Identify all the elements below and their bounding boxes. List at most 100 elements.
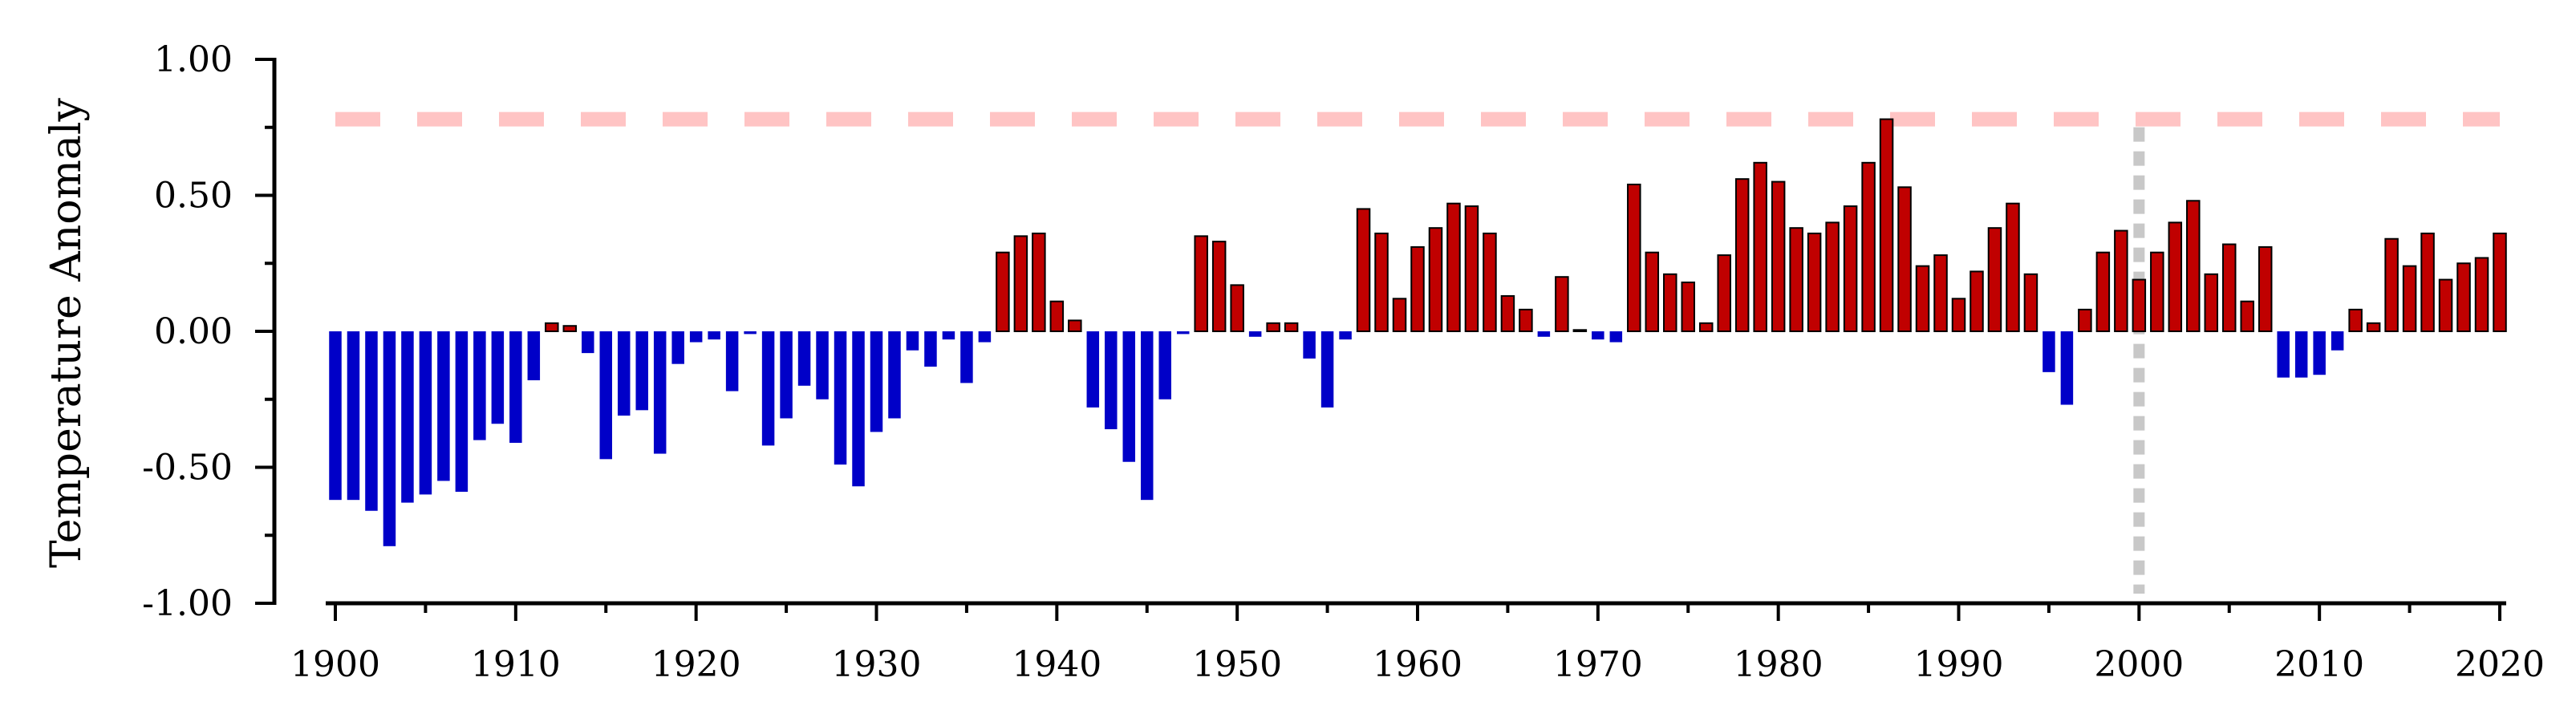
- bar-2001: [2150, 251, 2164, 332]
- bars: [329, 118, 2507, 546]
- bar-2010: [2313, 331, 2326, 375]
- y-tick-label: 1.00: [154, 39, 233, 80]
- bar-1968: [1555, 276, 1569, 333]
- bar-2008: [2277, 331, 2290, 378]
- bar-1916: [617, 331, 631, 416]
- bar-1936: [978, 331, 992, 343]
- bar-1976: [1698, 322, 1714, 332]
- bar-1999: [2114, 229, 2128, 333]
- x-tick-label: 1920: [651, 644, 741, 685]
- x-tick-label: 1970: [1553, 644, 1643, 685]
- x-tick-label: 1980: [1734, 644, 1823, 685]
- bar-1950: [1230, 284, 1244, 332]
- x-tick-label: 2010: [2274, 644, 2364, 685]
- x-tick-label: 1990: [1914, 644, 2004, 685]
- bar-1937: [996, 251, 1010, 332]
- bar-1967: [1537, 331, 1551, 337]
- bar-1927: [816, 331, 829, 400]
- bar-2018: [2456, 262, 2471, 332]
- x-tick-label: 1910: [471, 644, 561, 685]
- bar-1920: [689, 331, 703, 343]
- bar-1974: [1663, 273, 1677, 332]
- bar-1940: [1049, 300, 1065, 332]
- bar-1922: [725, 331, 739, 391]
- bar-2009: [2294, 331, 2308, 378]
- bar-1939: [1032, 232, 1046, 332]
- bar-1919: [671, 331, 684, 364]
- bar-1947: [1176, 331, 1190, 335]
- bar-1921: [708, 331, 720, 340]
- bar-2006: [2240, 300, 2254, 332]
- bar-1973: [1645, 251, 1660, 332]
- bar-1910: [509, 331, 522, 443]
- bar-1966: [1519, 308, 1533, 333]
- y-axis-ticks: 1.00 0.50 0.00 -0.50 -1.00: [142, 39, 274, 624]
- x-tick-label: 1960: [1373, 644, 1462, 685]
- bar-1986: [1879, 118, 1894, 333]
- bar-1978: [1734, 178, 1750, 332]
- bar-1985: [1861, 161, 1876, 332]
- bar-1949: [1211, 241, 1227, 333]
- bar-1953: [1284, 322, 1299, 332]
- bar-1932: [906, 331, 919, 351]
- bar-1970: [1592, 331, 1604, 340]
- bar-1906: [437, 331, 450, 481]
- bar-1900: [329, 331, 342, 501]
- bar-1965: [1500, 294, 1515, 332]
- bar-1975: [1681, 281, 1695, 333]
- bar-1917: [635, 331, 648, 411]
- bar-1991: [1970, 270, 1984, 333]
- bar-1996: [2060, 331, 2074, 405]
- y-axis-label: Temperature Anomaly: [43, 97, 91, 567]
- bar-1969: [1572, 329, 1588, 332]
- bar-1946: [1158, 331, 1171, 400]
- bar-2007: [2258, 245, 2273, 332]
- y-tick-label: 0.50: [154, 176, 233, 217]
- bar-1960: [1410, 245, 1425, 332]
- bar-1998: [2095, 251, 2111, 332]
- bar-2005: [2222, 243, 2237, 332]
- bar-2015: [2402, 265, 2417, 333]
- bar-1926: [797, 331, 811, 386]
- bar-1904: [401, 331, 414, 503]
- bar-1929: [852, 331, 865, 487]
- bar-1961: [1428, 227, 1443, 332]
- bar-1951: [1248, 331, 1262, 337]
- x-tick-label: 2020: [2455, 644, 2545, 685]
- bar-1956: [1339, 331, 1352, 340]
- bar-1928: [834, 331, 847, 465]
- bar-1903: [383, 331, 396, 546]
- bar-1942: [1086, 331, 1100, 408]
- bar-1925: [780, 331, 793, 419]
- x-tick-label: 1930: [832, 644, 922, 685]
- bar-1934: [942, 331, 955, 340]
- bar-1992: [1987, 227, 2002, 332]
- bar-1902: [365, 331, 378, 511]
- bar-1924: [761, 331, 775, 446]
- bar-1948: [1194, 235, 1208, 333]
- bar-1918: [653, 331, 667, 454]
- bar-1923: [744, 331, 757, 335]
- bar-1912: [545, 322, 559, 332]
- x-tick-label: 2000: [2094, 644, 2184, 685]
- bar-1962: [1446, 202, 1461, 332]
- bar-2011: [2331, 331, 2344, 351]
- bar-1993: [2006, 202, 2020, 332]
- bar-1994: [2023, 273, 2038, 332]
- bar-1964: [1483, 232, 1497, 332]
- bar-1977: [1717, 254, 1731, 332]
- x-tick-label: 1900: [290, 644, 380, 685]
- bar-1987: [1897, 186, 1912, 332]
- bar-2019: [2474, 257, 2489, 332]
- y-tick-label: -1.00: [142, 583, 233, 624]
- bar-1980: [1771, 180, 1786, 332]
- x-tick-label: 1940: [1012, 644, 1101, 685]
- bar-1954: [1303, 331, 1316, 359]
- bar-1913: [562, 325, 578, 333]
- bar-1931: [888, 331, 901, 419]
- bar-2013: [2366, 322, 2381, 332]
- bar-1963: [1464, 205, 1479, 332]
- bar-1952: [1266, 322, 1280, 332]
- bar-2012: [2348, 308, 2363, 333]
